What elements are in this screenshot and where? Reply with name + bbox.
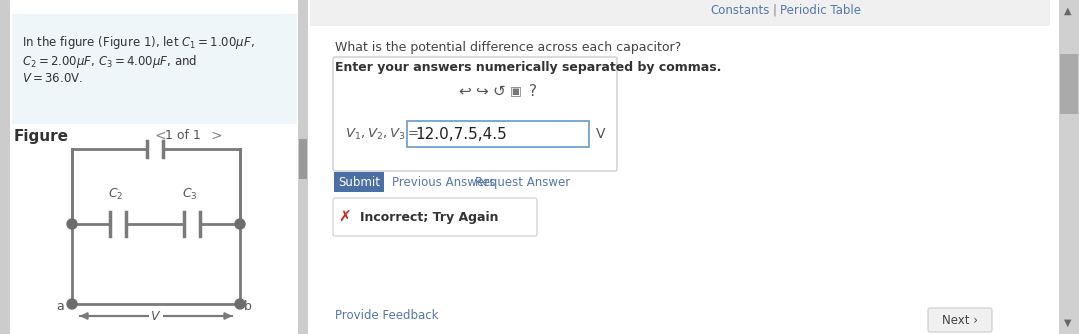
FancyBboxPatch shape <box>12 14 297 124</box>
Text: $A\Sigma\phi$: $A\Sigma\phi$ <box>424 82 454 100</box>
FancyBboxPatch shape <box>334 172 384 192</box>
Text: ↺: ↺ <box>493 84 505 99</box>
Text: Incorrect; Try Again: Incorrect; Try Again <box>360 210 498 223</box>
FancyBboxPatch shape <box>1058 0 1079 334</box>
FancyBboxPatch shape <box>298 0 308 334</box>
Text: Constants: Constants <box>711 3 770 16</box>
Text: ✗: ✗ <box>339 209 352 224</box>
Text: Periodic Table: Periodic Table <box>780 3 861 16</box>
Text: ▲: ▲ <box>1064 6 1071 16</box>
FancyBboxPatch shape <box>407 121 589 147</box>
Text: Request Answer: Request Answer <box>475 175 570 188</box>
Text: b: b <box>244 300 251 313</box>
FancyBboxPatch shape <box>0 0 10 334</box>
Text: Enter your answers numerically separated by commas.: Enter your answers numerically separated… <box>334 61 722 74</box>
Text: $C_2$: $C_2$ <box>108 187 124 202</box>
FancyBboxPatch shape <box>1060 54 1078 114</box>
Text: 1 of 1: 1 of 1 <box>165 129 201 142</box>
Text: Submit: Submit <box>338 175 380 188</box>
Text: $\sqrt{\phi}$: $\sqrt{\phi}$ <box>386 80 411 102</box>
FancyBboxPatch shape <box>928 308 992 332</box>
FancyBboxPatch shape <box>379 75 419 107</box>
Text: In the figure (Figure 1), let $C_1 = 1.00\mu F$,: In the figure (Figure 1), let $C_1 = 1.0… <box>22 34 255 51</box>
Text: $V_1, V_2, V_3 =$: $V_1, V_2, V_3 =$ <box>345 127 419 142</box>
Text: $C_2 = 2.00\mu F$, $C_3 = 4.00\mu F$, and: $C_2 = 2.00\mu F$, $C_3 = 4.00\mu F$, an… <box>22 53 197 70</box>
Text: V: V <box>596 127 605 141</box>
FancyBboxPatch shape <box>419 75 459 107</box>
Text: <: < <box>155 129 166 143</box>
Text: a: a <box>56 300 64 313</box>
Circle shape <box>235 219 245 229</box>
Circle shape <box>235 299 245 309</box>
Text: $V$: $V$ <box>150 310 162 323</box>
Text: ▼: ▼ <box>1064 318 1071 328</box>
Text: |: | <box>773 3 777 16</box>
FancyBboxPatch shape <box>333 57 617 171</box>
Text: ?: ? <box>529 84 537 99</box>
Text: Provide Feedback: Provide Feedback <box>334 309 438 322</box>
Circle shape <box>67 299 77 309</box>
Text: Previous Answers: Previous Answers <box>392 175 495 188</box>
Circle shape <box>67 219 77 229</box>
Text: $V = 36.0$V.: $V = 36.0$V. <box>22 72 83 85</box>
FancyBboxPatch shape <box>299 139 308 179</box>
Text: ▣: ▣ <box>510 85 522 98</box>
Text: ↪: ↪ <box>476 84 489 99</box>
FancyBboxPatch shape <box>333 198 537 236</box>
Text: Next ›: Next › <box>942 314 978 327</box>
Text: 12.0,7.5,4.5: 12.0,7.5,4.5 <box>415 127 507 142</box>
Text: >: > <box>210 129 221 143</box>
Text: What is the potential difference across each capacitor?: What is the potential difference across … <box>334 41 681 54</box>
Text: $C_3$: $C_3$ <box>182 187 197 202</box>
Text: Figure: Figure <box>14 129 69 144</box>
FancyBboxPatch shape <box>310 0 1050 26</box>
Text: ↩: ↩ <box>459 84 472 99</box>
FancyBboxPatch shape <box>368 67 612 116</box>
